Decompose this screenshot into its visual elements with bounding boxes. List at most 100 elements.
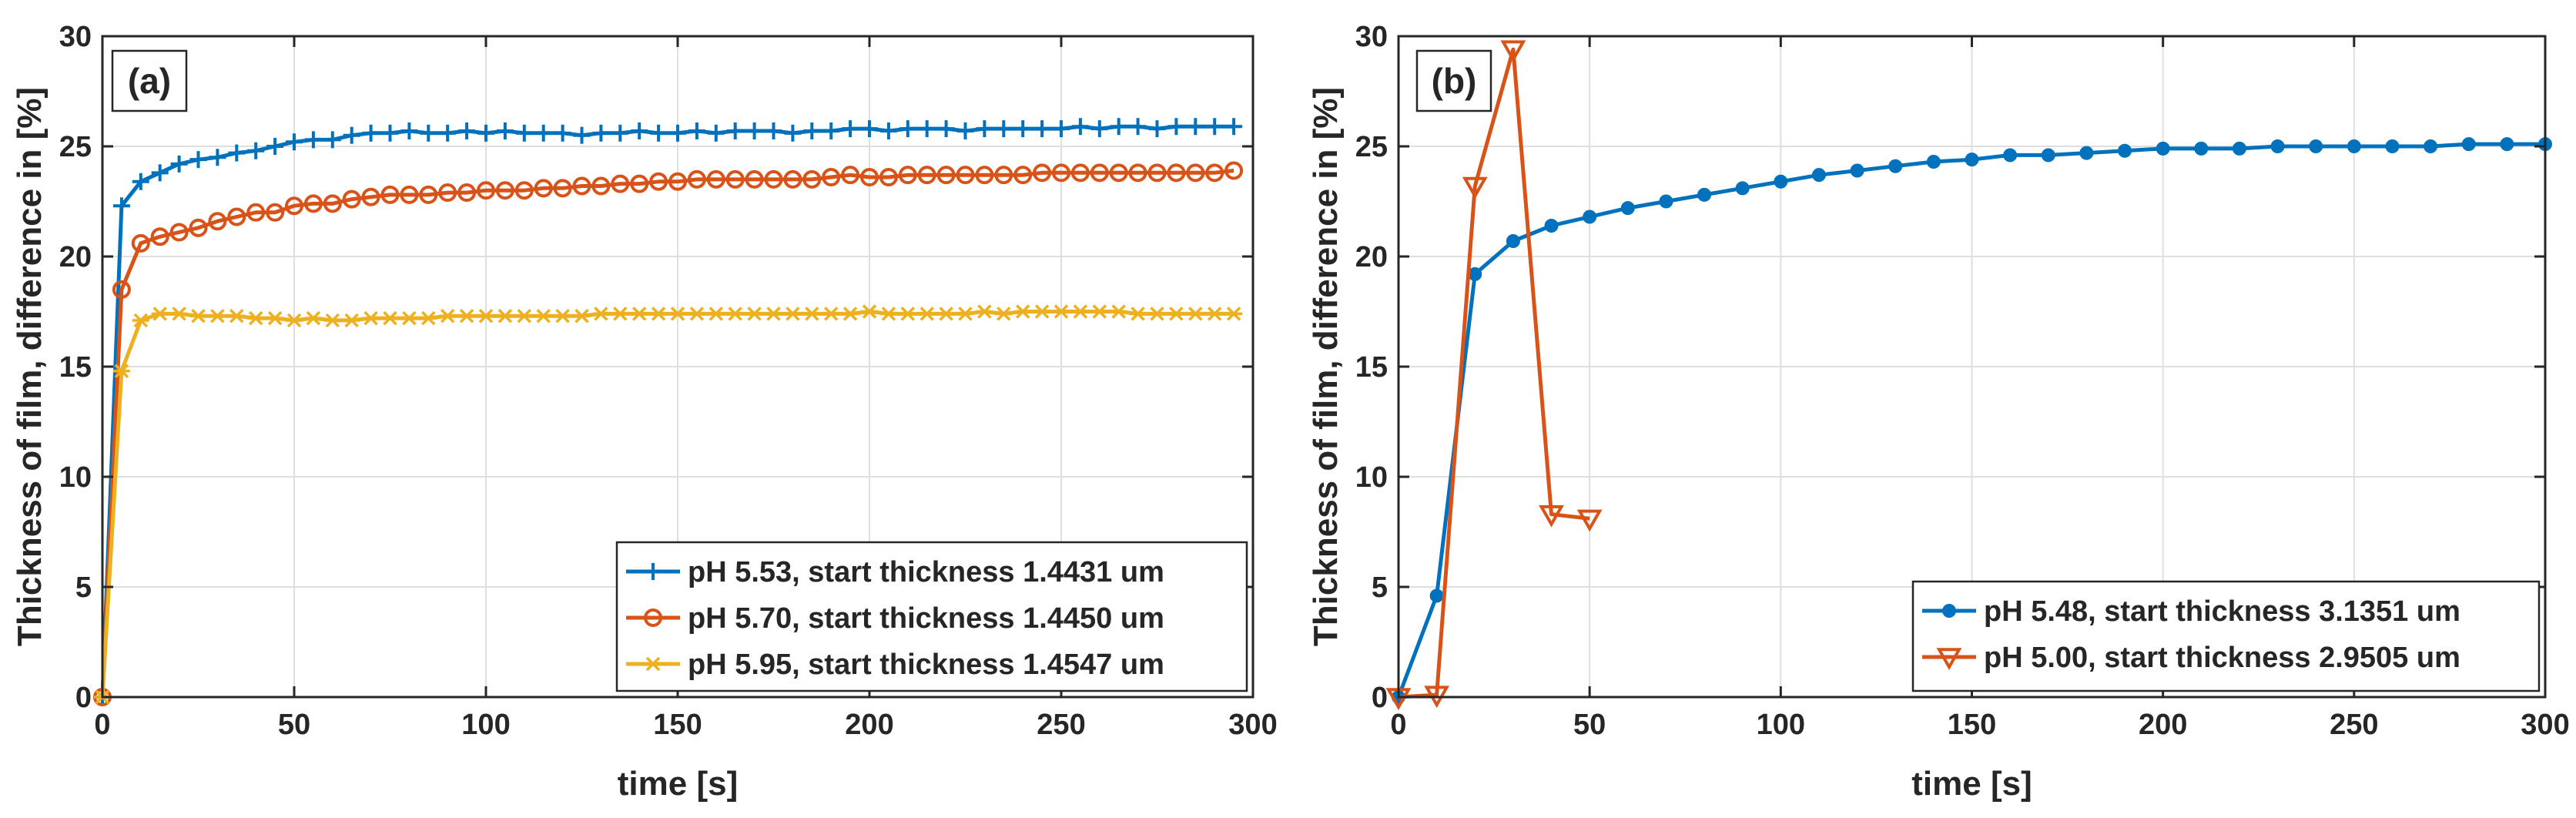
y-tick-label: 0 [1372, 682, 1388, 714]
data-point [1090, 120, 1108, 138]
data-point-ring [879, 168, 898, 187]
data-point [209, 149, 226, 166]
data-point-ring [917, 166, 936, 185]
data-point [189, 308, 207, 324]
data-point [707, 124, 725, 142]
data-point [956, 166, 975, 185]
data-point-fill [2309, 139, 2323, 153]
data-point [764, 169, 783, 189]
data-point [745, 307, 763, 321]
data-point [323, 194, 342, 213]
series-line [100, 169, 1234, 698]
data-point-ring [1167, 163, 1186, 183]
data-point [343, 126, 360, 144]
data-point [573, 126, 591, 144]
data-point [956, 122, 974, 139]
data-point [1225, 118, 1243, 136]
data-point [151, 164, 169, 182]
x-tick-label: 250 [2330, 709, 2378, 741]
x-tick-label: 100 [1757, 709, 1805, 741]
data-point [842, 120, 859, 138]
data-point [898, 166, 917, 185]
x-tick-label: 300 [1228, 709, 1277, 741]
data-point [2041, 148, 2055, 163]
data-point [477, 124, 494, 142]
data-point-ring [572, 176, 591, 196]
data-point [1148, 307, 1166, 321]
data-point [439, 124, 457, 142]
data-point [611, 174, 630, 193]
data-point [553, 179, 572, 198]
data-point-ring [936, 166, 956, 185]
data-point [362, 124, 380, 142]
data-point [803, 122, 821, 139]
data-point [554, 308, 571, 324]
data-point-ring [841, 166, 860, 185]
legend-item: pH 5.53, start thickness 1.4431 um [626, 556, 1164, 588]
x-tick-label: 150 [1948, 709, 1996, 741]
legend-item: pH 5.95, start thickness 1.4547 um [626, 649, 1164, 681]
data-point [132, 313, 149, 328]
data-point [2309, 139, 2323, 153]
data-point [266, 310, 284, 326]
data-point [630, 174, 649, 193]
data-point [841, 166, 860, 185]
data-point [726, 307, 744, 321]
data-point [515, 124, 533, 142]
data-point [1070, 163, 1090, 183]
data-point [1052, 163, 1070, 183]
data-point-tri [1500, 40, 1526, 63]
data-point-fill [1659, 194, 1673, 209]
data-point-ring [975, 166, 994, 185]
data-point-fill [2424, 139, 2438, 153]
data-point [150, 227, 169, 246]
data-point [1109, 163, 1128, 183]
series-1 [94, 118, 1243, 706]
data-point [822, 168, 841, 187]
x-tick-label: 200 [845, 709, 893, 741]
data-point [688, 122, 705, 139]
data-point [1544, 218, 1559, 233]
data-point [669, 307, 686, 321]
data-point-fill [2461, 137, 2476, 152]
data-point [842, 307, 859, 321]
data-point [208, 212, 227, 231]
data-point [112, 280, 131, 299]
data-point-fill [1965, 153, 1979, 167]
data-point [247, 142, 265, 159]
panel-b: 0 50 100 150 200 250 300 0 5 10 15 20 25 30 time [s] Th… [1307, 21, 2570, 803]
data-point-ring [802, 169, 822, 189]
data-point [381, 124, 399, 142]
series-2 [93, 161, 1244, 706]
data-point [1110, 304, 1127, 319]
data-point [420, 124, 437, 142]
data-point [745, 169, 764, 189]
data-point-ring [1013, 166, 1033, 185]
y-tick-label: 10 [59, 461, 92, 494]
data-point-ring [227, 207, 246, 226]
panel-label: (a) [128, 61, 171, 101]
data-point [1148, 120, 1166, 138]
data-point-ring [783, 169, 802, 189]
data-point-ring [764, 169, 783, 189]
data-point-ring [285, 196, 303, 216]
data-point-ring [553, 179, 572, 198]
data-point [1053, 120, 1070, 138]
series-1 [1392, 137, 2552, 704]
data-point-ring [1052, 163, 1070, 183]
data-point-ring [668, 172, 687, 191]
data-point-fill [1506, 233, 1520, 248]
data-point [822, 122, 840, 139]
data-point [1167, 307, 1185, 321]
data-point-fill [1888, 159, 1903, 173]
data-point [937, 120, 955, 138]
data-point-fill [1583, 210, 1597, 224]
y-tick-label: 5 [1372, 572, 1388, 604]
legend-swatch-marker [644, 608, 662, 627]
data-point [112, 197, 130, 215]
data-point-fill [2079, 146, 2094, 160]
data-point-ring [725, 169, 745, 189]
data-point [976, 304, 993, 319]
data-point-fill [2385, 139, 2400, 153]
